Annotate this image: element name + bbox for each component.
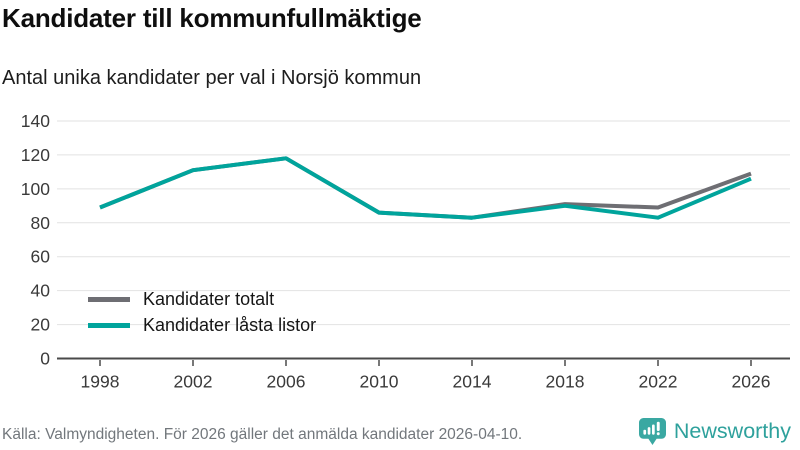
legend-label-lasta-listor: Kandidater låsta listor [143,314,317,335]
svg-text:80: 80 [31,213,51,233]
svg-text:2022: 2022 [639,372,678,392]
svg-text:60: 60 [31,247,51,267]
legend-swatch-lasta-listor [88,322,130,328]
svg-text:2018: 2018 [546,372,585,392]
chart-subtitle: Antal unika kandidater per val i Norsjö … [2,67,422,89]
legend-item-kandidater-totalt: Kandidater totalt [88,286,316,312]
svg-text:40: 40 [31,281,51,301]
svg-text:20: 20 [31,315,51,335]
svg-text:140: 140 [21,111,50,131]
chart-legend: Kandidater totalt Kandidater låsta listo… [88,286,316,338]
newsworthy-logo-icon [638,418,666,445]
svg-text:120: 120 [21,145,50,165]
newsworthy-wordmark: Newsworthy [673,419,791,443]
legend-swatch-totalt [88,296,130,302]
legend-item-kandidater-lasta-listor: Kandidater låsta listor [88,312,316,338]
svg-text:2002: 2002 [174,372,213,392]
svg-text:2010: 2010 [360,372,399,392]
svg-text:0: 0 [40,349,50,369]
svg-text:1998: 1998 [81,372,120,392]
svg-text:2014: 2014 [453,372,492,392]
source-note: Källa: Valmyndigheten. För 2026 gäller d… [2,426,523,443]
legend-label-totalt: Kandidater totalt [143,288,275,309]
svg-text:2026: 2026 [732,372,771,392]
svg-text:2006: 2006 [267,372,306,392]
svg-text:100: 100 [21,179,50,199]
newsworthy-brand: Newsworthy [638,417,791,446]
chart-title: Kandidater till kommunfullmäktige [2,3,422,33]
